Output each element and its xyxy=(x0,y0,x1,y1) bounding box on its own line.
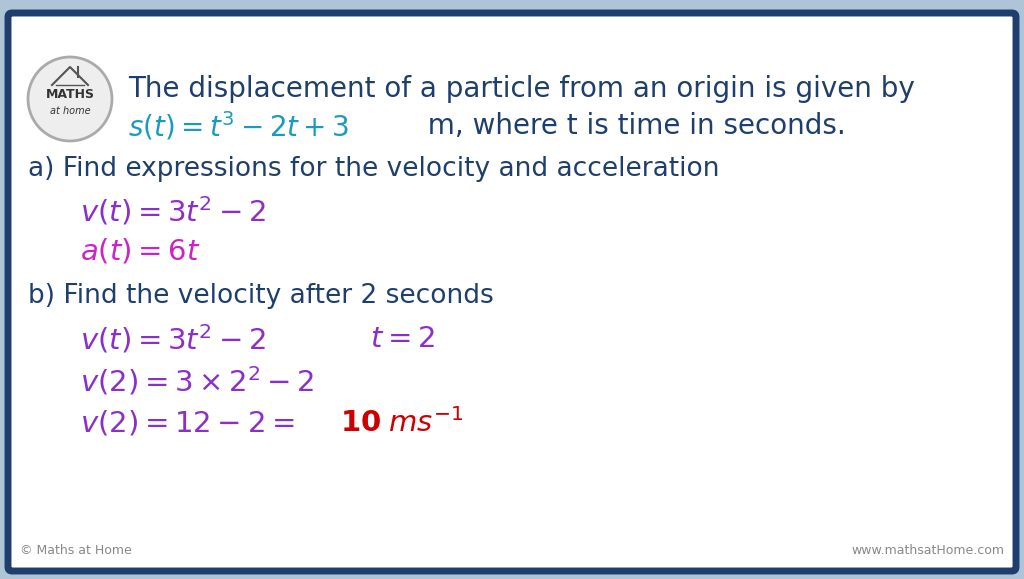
Text: $a(t) = 6t$: $a(t) = 6t$ xyxy=(80,236,201,266)
Text: © Maths at Home: © Maths at Home xyxy=(20,544,132,558)
Text: $t = 2$: $t = 2$ xyxy=(370,325,435,353)
Text: $v(2) = 12 - 2 = $: $v(2) = 12 - 2 = $ xyxy=(80,409,295,438)
Text: at home: at home xyxy=(50,106,90,116)
Text: a) Find expressions for the velocity and acceleration: a) Find expressions for the velocity and… xyxy=(28,156,720,182)
Circle shape xyxy=(28,57,112,141)
Text: $v(2) = 3 \times 2^2 - 2$: $v(2) = 3 \times 2^2 - 2$ xyxy=(80,365,314,397)
Text: $s(t) = t^3 - 2t + 3$: $s(t) = t^3 - 2t + 3$ xyxy=(128,109,349,142)
Text: $v(t) = 3t^2 - 2$: $v(t) = 3t^2 - 2$ xyxy=(80,195,266,228)
Text: www.mathsatHome.com: www.mathsatHome.com xyxy=(851,544,1004,558)
FancyBboxPatch shape xyxy=(8,13,1016,571)
Text: The displacement of a particle from an origin is given by: The displacement of a particle from an o… xyxy=(128,75,914,103)
Text: b) Find the velocity after 2 seconds: b) Find the velocity after 2 seconds xyxy=(28,283,494,309)
Text: $\mathbf{10}\;ms^{-1}$: $\mathbf{10}\;ms^{-1}$ xyxy=(340,408,463,438)
Text: $v(t) = 3t^2 - 2$: $v(t) = 3t^2 - 2$ xyxy=(80,323,266,356)
Text: MATHS: MATHS xyxy=(45,89,94,101)
Text: m, where t is time in seconds.: m, where t is time in seconds. xyxy=(410,112,846,140)
